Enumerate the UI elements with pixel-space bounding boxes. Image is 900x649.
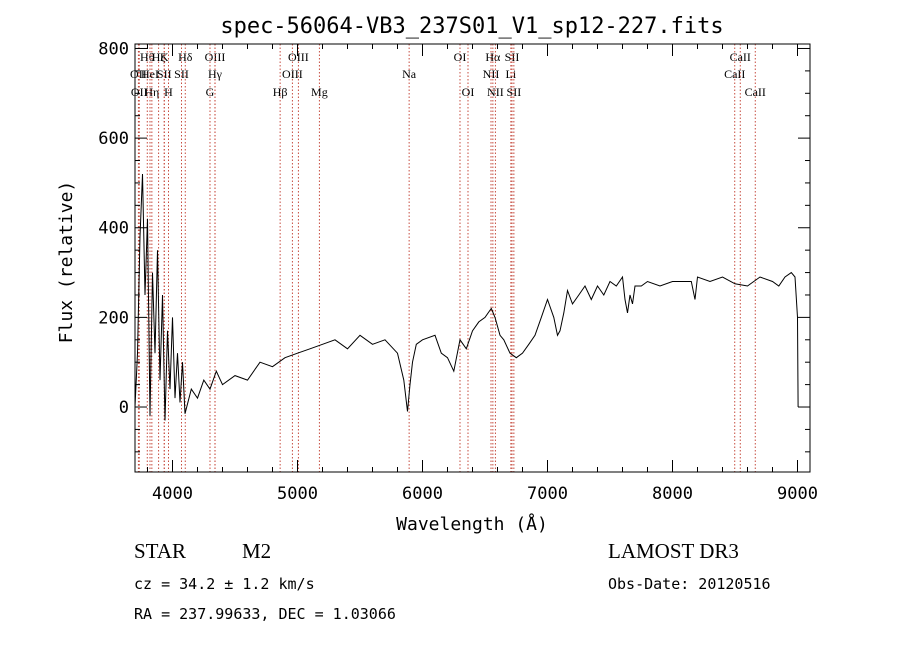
line-label-22: NII <box>483 67 500 81</box>
line-label-4: Hη <box>144 85 159 99</box>
line-label-9: Hδ <box>178 50 193 64</box>
line-label-8: H <box>164 85 173 99</box>
object-class: STAR <box>134 539 186 563</box>
line-label-18: Na <box>402 67 417 81</box>
line-label-25: Li <box>506 67 517 81</box>
x-tick-label-1: 5000 <box>277 484 318 504</box>
y-tick-label-0: 0 <box>119 398 129 418</box>
line-label-2: Hθ <box>140 50 155 64</box>
x-tick-label-5: 9000 <box>777 484 818 504</box>
line-label-10: SII <box>174 67 189 81</box>
axis-ticks: 4000 5000 6000 7000 8000 9000 0 200 400 600 800 <box>98 39 818 504</box>
y-tick-label-2: 400 <box>98 219 129 239</box>
line-label-17: Mg <box>311 85 328 99</box>
line-label-28: CaII <box>730 50 751 64</box>
spectrum-line <box>134 173 799 421</box>
line-label-13: Hγ <box>208 67 223 81</box>
line-label-20: OI <box>462 85 475 99</box>
y-tick-label-1: 200 <box>98 308 129 328</box>
line-label-6: K <box>160 50 169 64</box>
y-tick-label-3: 600 <box>98 129 129 149</box>
line-label-16: OIII <box>282 67 303 81</box>
subclass: M2 <box>242 539 271 563</box>
survey-name: LAMOST DR3 <box>608 539 739 563</box>
line-markers: OIIOIIHθHeIHηHζKSIIHHδSIIGOIIIHγHβOIIIOI… <box>130 44 766 472</box>
line-label-21: Hα <box>485 50 501 64</box>
line-label-26: SII <box>507 85 522 99</box>
chart-title: spec-56064-VB3_237S01_V1_sp12-227.fits <box>220 14 723 39</box>
coordinates: RA = 237.99633, DEC = 1.03066 <box>134 605 396 623</box>
plot-frame <box>134 43 811 473</box>
line-label-5: Hζ <box>152 50 166 64</box>
line-label-27: CaII <box>724 67 745 81</box>
y-axis-label: Flux (relative) <box>56 181 77 344</box>
redshift-velocity: cz = 34.2 ± 1.2 km/s <box>134 575 315 593</box>
line-label-7: SII <box>157 67 172 81</box>
line-label-15: OIII <box>288 50 309 64</box>
line-label-14: Hβ <box>273 85 288 99</box>
line-label-3: HeI <box>141 67 159 81</box>
line-label-24: SII <box>505 50 520 64</box>
x-axis-label: Wavelength (Å) <box>396 513 548 535</box>
line-label-19: OI <box>454 50 467 64</box>
line-label-29: CaII <box>745 85 766 99</box>
line-label-11: G <box>206 85 215 99</box>
x-tick-label-2: 6000 <box>402 484 443 504</box>
x-tick-label-4: 8000 <box>652 484 693 504</box>
plot-area <box>134 43 811 473</box>
line-label-0: OII <box>130 67 147 81</box>
y-tick-label-4: 800 <box>98 39 129 59</box>
line-label-23: NII <box>487 85 504 99</box>
observation-date: Obs-Date: 20120516 <box>608 575 771 593</box>
x-tick-label-0: 4000 <box>152 484 193 504</box>
line-label-12: OIII <box>205 50 226 64</box>
x-tick-label-3: 7000 <box>527 484 568 504</box>
